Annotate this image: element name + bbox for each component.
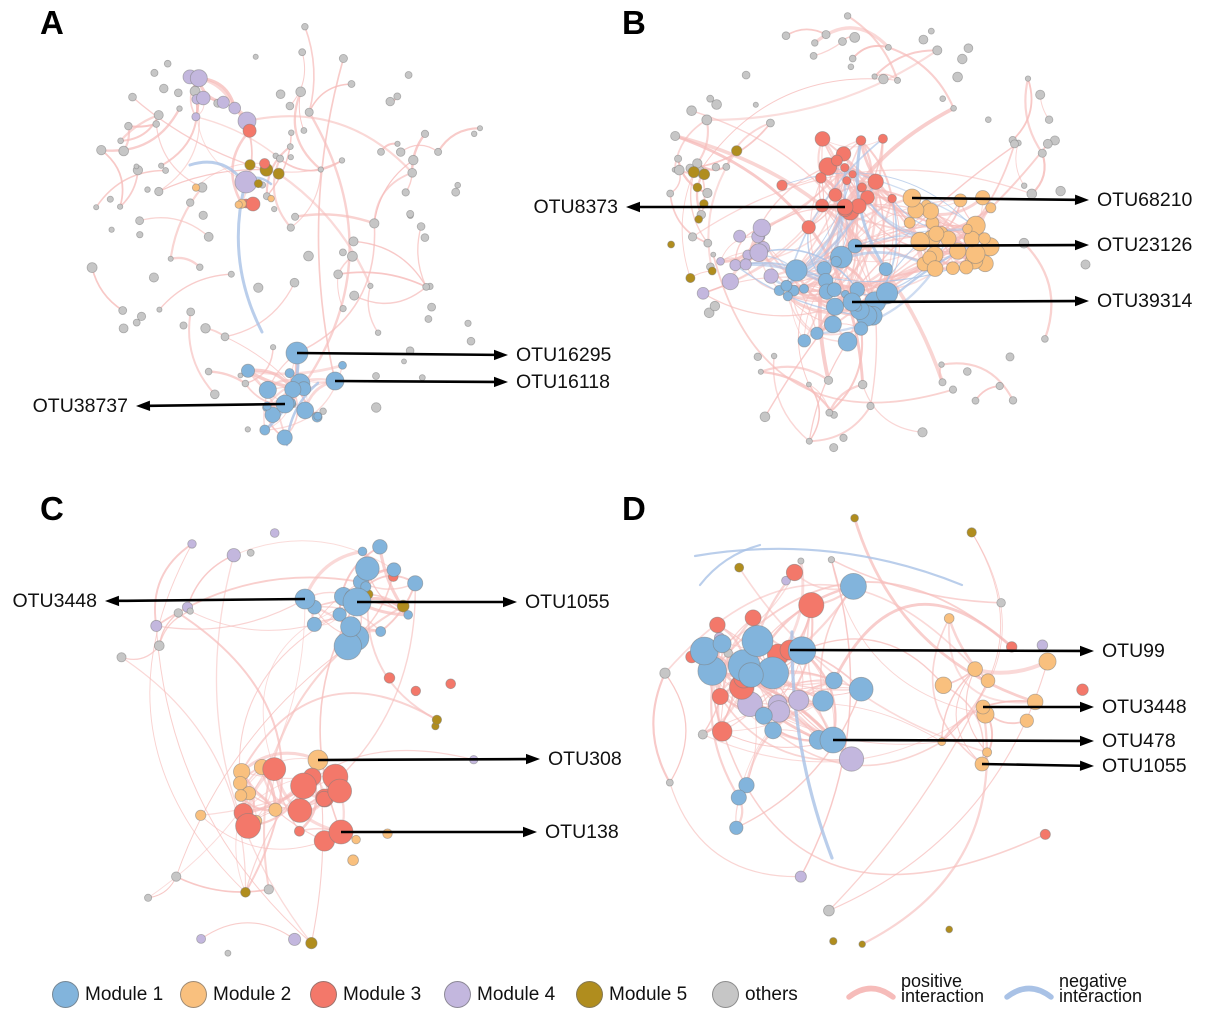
- panel-label-d: D: [622, 490, 646, 527]
- panel-C-network: OTU3448 OTU1055 OTU308 OTU138: [12, 528, 622, 957]
- otu-label-OTU16118: OTU16118: [516, 371, 610, 393]
- panel-B-annotations: OTU8373 OTU68210 OTU23126 OTU39314: [533, 189, 1192, 312]
- panel-label-b: B: [622, 4, 646, 41]
- panel-C-annotations: OTU3448 OTU1055 OTU308 OTU138: [12, 590, 621, 843]
- otu-label-OTU39314: OTU39314: [1097, 290, 1193, 312]
- otu-label-OTU99: OTU99: [1102, 640, 1165, 662]
- panel-B-edges: [669, 14, 1053, 443]
- panel-A-network: OTU16295 OTU16118 OTU38737: [33, 23, 612, 447]
- otu-label-OTU23126: OTU23126: [1097, 234, 1192, 256]
- otu-label-OTU3448: OTU3448: [12, 590, 97, 612]
- otu-label-OTU138: OTU138: [545, 821, 619, 843]
- panel-label-c: C: [40, 490, 64, 527]
- otu-label-OTU308: OTU308: [548, 748, 622, 770]
- panel-C-nodes: [116, 528, 479, 957]
- panel-D-annotations: OTU99 OTU3448 OTU478 OTU1055: [789, 640, 1187, 777]
- panel-B-network: OTU8373 OTU68210 OTU23126 OTU39314: [533, 12, 1193, 453]
- panel-D-network: OTU99 OTU3448 OTU478 OTU1055: [652, 513, 1187, 948]
- otu-label-OTU16295: OTU16295: [516, 344, 612, 366]
- otu-label-OTU1055: OTU1055: [525, 591, 610, 613]
- otu-label-OTU3448: OTU3448: [1102, 696, 1187, 718]
- panel-label-a: A: [40, 4, 64, 41]
- otu-label-OTU1055: OTU1055: [1102, 755, 1187, 777]
- otu-label-OTU38737: OTU38737: [33, 395, 128, 417]
- otu-label-OTU8373: OTU8373: [533, 196, 618, 218]
- otu-label-OTU68210: OTU68210: [1097, 189, 1193, 211]
- panel-B-nodes: [666, 12, 1091, 453]
- panel-A-annotations: OTU16295 OTU16118 OTU38737: [33, 344, 612, 417]
- otu-label-OTU478: OTU478: [1102, 730, 1176, 752]
- panel-A-nodes: [86, 23, 483, 446]
